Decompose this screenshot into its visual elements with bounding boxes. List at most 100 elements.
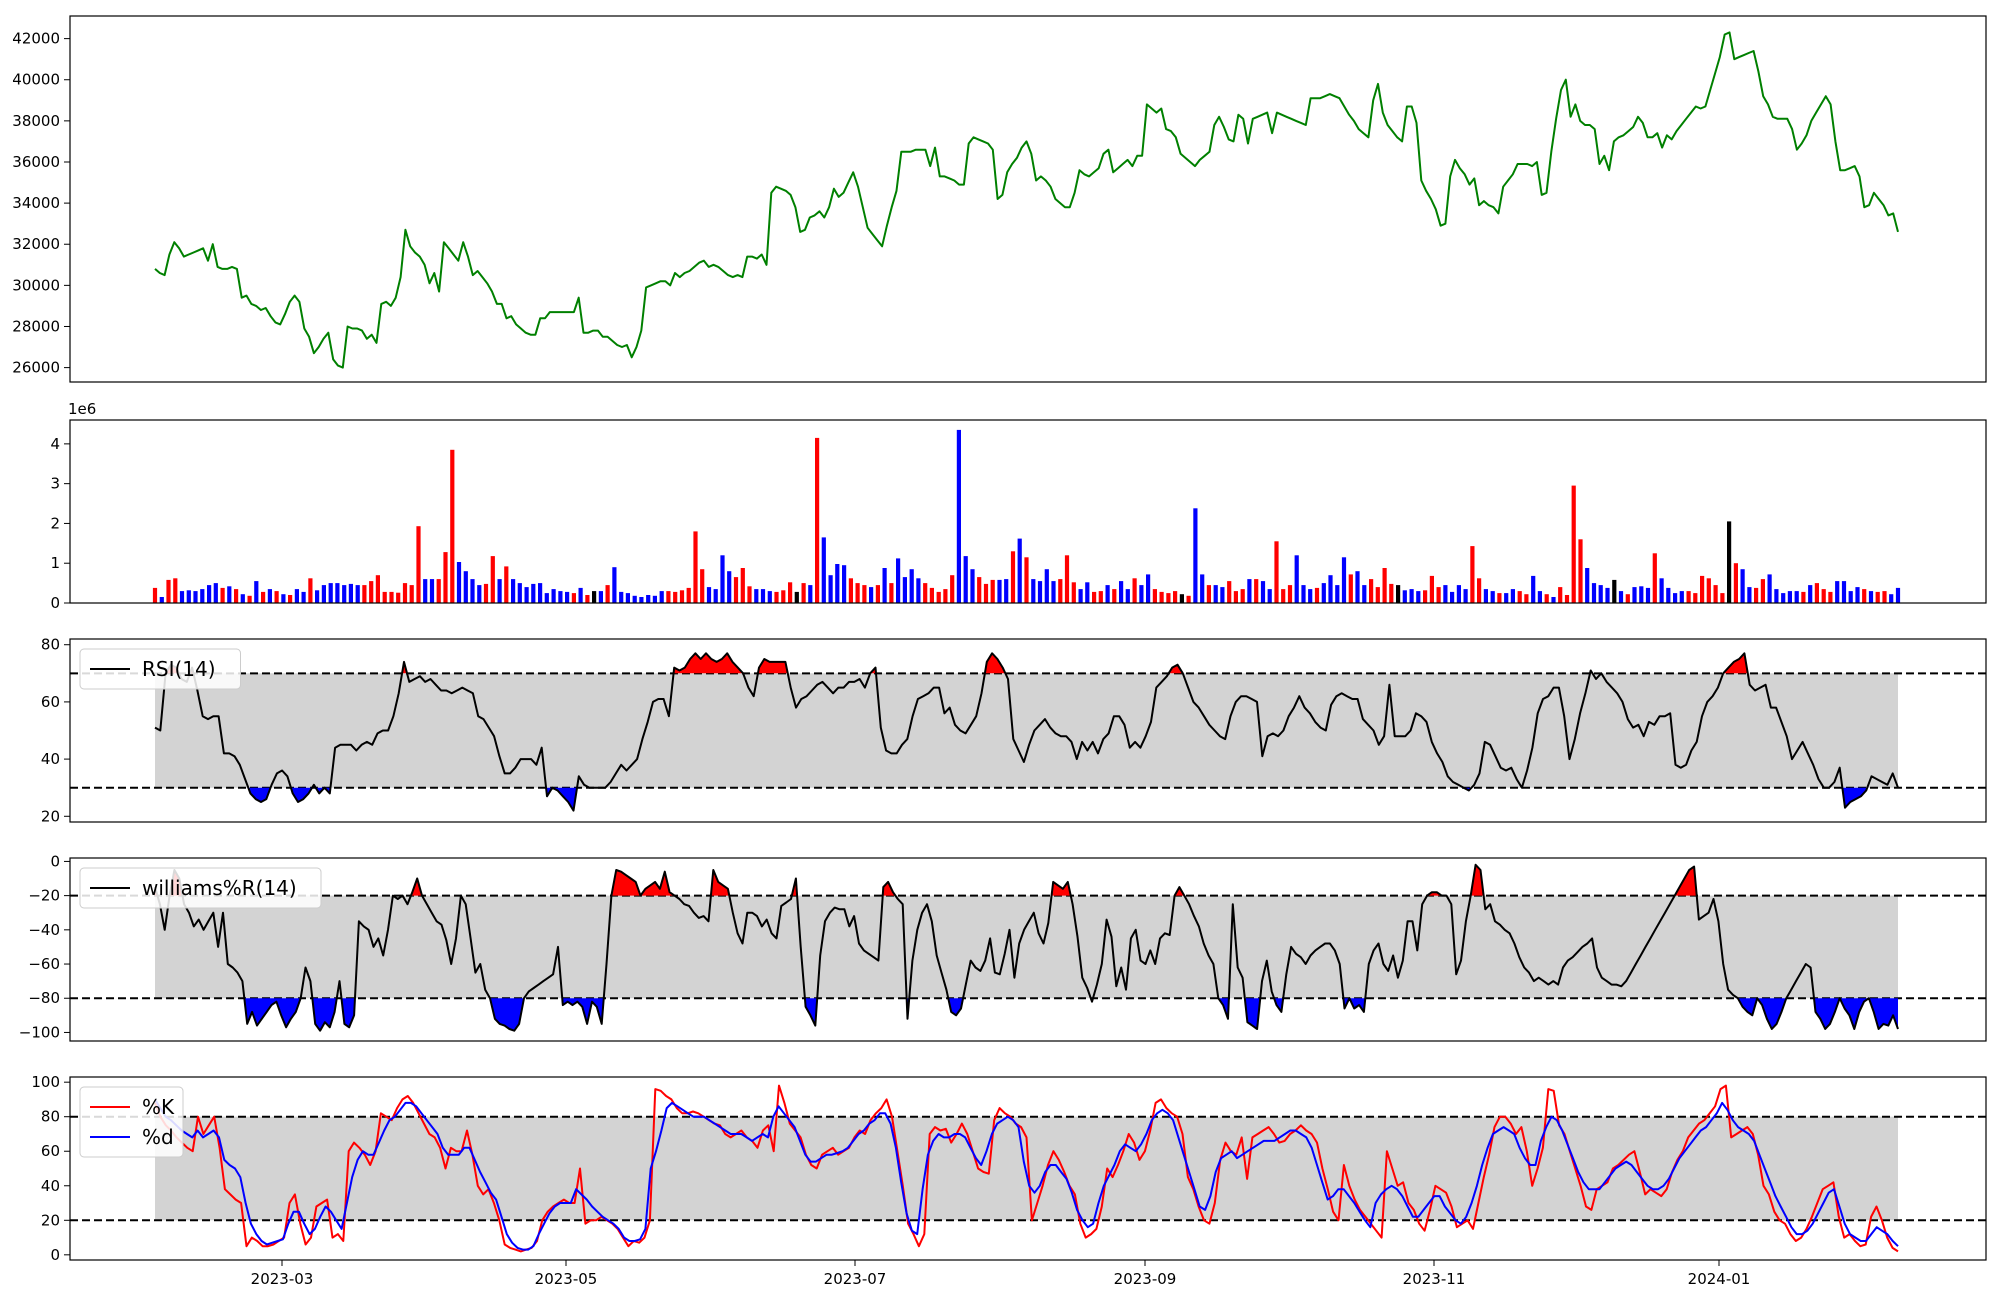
volume-bar <box>1240 589 1245 603</box>
volume-bar <box>700 569 705 603</box>
volume-bar <box>1314 587 1320 603</box>
volume-bar <box>315 590 320 603</box>
legend-box <box>79 1086 184 1158</box>
volume-bar <box>247 595 252 603</box>
volume-bar <box>706 587 712 603</box>
volume-bar <box>490 556 495 603</box>
volume-bar <box>646 595 651 603</box>
volume-bar <box>1693 593 1698 603</box>
volume-bar <box>1895 587 1901 603</box>
y-tick-label: 4 <box>50 435 60 453</box>
volume-bar <box>720 555 725 603</box>
volume-bar <box>1787 591 1792 603</box>
neutral-band <box>155 1116 1898 1221</box>
volume-bar <box>1369 579 1374 603</box>
volume-bar <box>605 585 610 603</box>
volume-bar <box>1112 589 1117 603</box>
volume-bar <box>288 595 293 603</box>
x-tick-label: 2024-01 <box>1688 1270 1751 1288</box>
volume-bar <box>1166 593 1171 603</box>
volume-bar <box>234 589 239 603</box>
volume-bar <box>517 583 522 603</box>
volume-bar <box>1004 579 1009 603</box>
volume-bar <box>551 589 556 603</box>
y-tick-label: −60 <box>28 955 60 973</box>
oversold-fill <box>1737 998 1758 1016</box>
volume-bar <box>740 568 745 603</box>
volume-bar <box>1625 594 1630 603</box>
volume-bar <box>1477 578 1482 603</box>
volume-bar <box>166 579 171 603</box>
volume-bar <box>889 583 894 603</box>
volume-bar <box>497 579 502 603</box>
volume-bar <box>1051 581 1056 603</box>
volume-bar <box>1706 578 1711 603</box>
price-panel: 26000 28000 30000 32000 34000 36000 38000 40000… <box>12 15 1987 383</box>
volume-bar <box>862 585 867 603</box>
volume-bar <box>335 583 340 603</box>
volume-bar <box>227 586 232 603</box>
volume-bar <box>754 589 759 603</box>
oversold-fill <box>1349 998 1366 1012</box>
volume-bar <box>1618 591 1624 603</box>
volume-bar <box>1578 539 1583 603</box>
volume-bar <box>1463 589 1468 603</box>
volume-bar <box>1409 589 1414 603</box>
volume-bar <box>1200 574 1205 603</box>
volume-bar <box>639 597 644 603</box>
axes-frame <box>69 857 1987 1042</box>
volume-bar <box>632 595 637 603</box>
y-tick-label: 100 <box>31 1073 60 1091</box>
oversold-fill <box>1842 787 1868 808</box>
volume-bar <box>1882 591 1887 603</box>
y-tick-label: 40000 <box>12 71 60 89</box>
volume-bar <box>1146 574 1151 603</box>
volume-bar <box>1396 585 1401 603</box>
volume-bar <box>598 591 603 603</box>
volume-bar <box>565 591 570 603</box>
x-tick-label: 2023-07 <box>824 1270 887 1288</box>
rsi-line <box>154 652 1899 812</box>
volume-bar <box>254 581 259 603</box>
volume-bar <box>1456 585 1461 603</box>
volume-bar <box>355 585 360 603</box>
volume-bar <box>929 587 934 603</box>
volume-bar <box>1206 585 1211 603</box>
volume-bar <box>1564 595 1570 603</box>
volume-bar <box>1862 589 1867 603</box>
volume-bar <box>970 569 975 603</box>
volume-bar <box>409 585 414 603</box>
y-tick-label: 20 <box>41 1211 60 1229</box>
volume-bar <box>1017 538 1022 603</box>
volume-bar <box>625 593 630 603</box>
volume-bar <box>1558 587 1563 603</box>
volume-bar <box>1132 578 1137 603</box>
volume-bar <box>1612 579 1617 603</box>
volume-bar <box>1848 591 1853 603</box>
volume-bar <box>1423 590 1428 603</box>
volume-bar <box>943 589 948 603</box>
volume-bar <box>179 591 185 603</box>
volume-bar <box>207 585 212 603</box>
volume-bar <box>902 577 907 603</box>
volume-bar <box>1152 589 1157 603</box>
volume-bar <box>1808 585 1813 603</box>
volume-bar <box>1889 594 1894 603</box>
y-tick-label: −20 <box>28 887 60 905</box>
volume-bar <box>1673 593 1678 603</box>
volume-bar <box>781 590 786 603</box>
volume-bar <box>1125 589 1130 603</box>
oversold-fill <box>1868 998 1898 1029</box>
volume-bar <box>1585 568 1590 603</box>
y-tick-label: −100 <box>19 1023 60 1041</box>
axes-frame <box>69 15 1987 383</box>
volume-bar <box>483 583 489 603</box>
volume-bar <box>1510 589 1515 603</box>
volume-bar <box>821 537 826 603</box>
volume-bar <box>1821 589 1826 603</box>
volume-bar <box>1382 568 1387 603</box>
volume-bar <box>1308 589 1313 603</box>
legend-label: williams%R(14) <box>142 876 297 900</box>
volume-bar <box>1774 589 1779 603</box>
